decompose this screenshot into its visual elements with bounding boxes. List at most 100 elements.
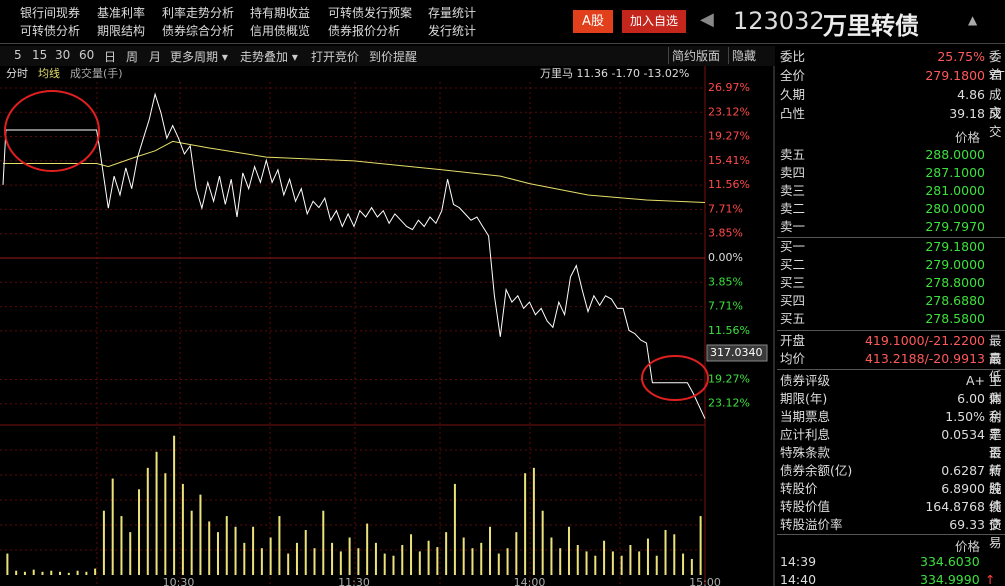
row-label: 委比 bbox=[780, 49, 806, 64]
toolbar-item[interactable]: 日 bbox=[104, 50, 117, 64]
toolbar-item[interactable]: 更多周期 ▾ bbox=[170, 50, 228, 64]
row-label: 开盘 bbox=[780, 333, 806, 348]
menu-item[interactable]: 银行间现券 bbox=[20, 6, 81, 20]
quote-row: 卖一 279.7970 bbox=[777, 218, 1005, 236]
volume-bar bbox=[269, 537, 272, 575]
row-label: 债券评级 bbox=[780, 373, 831, 388]
row-value: 25.75% bbox=[937, 49, 985, 64]
menu-item[interactable]: 可转债分析 bbox=[20, 24, 81, 38]
row-extra: 最低 bbox=[989, 351, 1002, 384]
volume-bar bbox=[234, 526, 237, 575]
y-tick-label: 3.85% bbox=[708, 275, 743, 288]
prev-arrow[interactable]: ◀ bbox=[700, 9, 714, 30]
volume-bar bbox=[120, 516, 123, 575]
volume-bar bbox=[50, 570, 53, 575]
menu-item[interactable]: 存量统计 bbox=[428, 6, 477, 20]
row-value: 6.8900 bbox=[941, 481, 985, 496]
row-value: 39.18 bbox=[949, 106, 985, 121]
row-value: 6.00 bbox=[957, 391, 985, 406]
volume-bar bbox=[287, 553, 290, 575]
x-tick-label: 14:00 bbox=[514, 576, 546, 586]
volume-bar bbox=[471, 548, 474, 575]
toolbar-item[interactable]: 15 bbox=[32, 48, 48, 62]
alert-icon[interactable]: ▲ bbox=[968, 13, 978, 27]
menu-item[interactable]: 期限结构 bbox=[97, 24, 146, 38]
volume-bar bbox=[594, 555, 597, 575]
toolbar-item[interactable]: 30 bbox=[55, 48, 71, 62]
toolbar-item[interactable]: 月 bbox=[149, 50, 162, 64]
stock-code: 123032 bbox=[733, 7, 825, 35]
y-tick-label: 7.71% bbox=[708, 202, 743, 215]
row-value: 279.0000 bbox=[925, 257, 985, 272]
menu-item[interactable]: 债券综合分析 bbox=[162, 24, 235, 38]
toolbar-item[interactable]: 走势叠加 ▾ bbox=[240, 50, 298, 64]
price-box-label: 317.0340 bbox=[710, 346, 763, 359]
volume-bar bbox=[567, 526, 570, 575]
volume-bar bbox=[620, 555, 623, 575]
volume-bar bbox=[94, 568, 97, 575]
legend-series: 均线 bbox=[38, 66, 60, 80]
y-tick-label: 19.27% bbox=[708, 130, 750, 143]
toolbar-item[interactable]: 5 bbox=[14, 48, 22, 62]
price-line bbox=[2, 92, 706, 419]
volume-bar bbox=[445, 532, 448, 575]
volume-bar bbox=[374, 542, 377, 575]
quote-row: 特殊条款 最新 bbox=[777, 444, 1005, 478]
price-box bbox=[706, 344, 768, 362]
volume-bar bbox=[682, 553, 685, 575]
x-tick-label: 10:30 bbox=[163, 576, 195, 586]
tick-time: 14:40 bbox=[780, 572, 817, 586]
row-value: 279.1800 bbox=[925, 68, 985, 83]
volume-bar bbox=[216, 532, 219, 575]
stock-name: 万里转债 bbox=[823, 12, 919, 40]
quote-row: 债券评级 A+ 主体 bbox=[777, 372, 1005, 406]
toolbar-item[interactable]: 到价提醒 bbox=[369, 50, 418, 64]
toolbar-item[interactable]: 60 bbox=[79, 48, 95, 62]
volume-bar bbox=[436, 547, 439, 575]
volume-bar bbox=[453, 483, 456, 575]
menu-item[interactable]: 持有期收益 bbox=[250, 6, 311, 20]
row-value: 288.0000 bbox=[925, 147, 985, 162]
row-label: 当期票息 bbox=[780, 409, 831, 424]
volume-bar bbox=[164, 473, 167, 575]
row-value: 281.0000 bbox=[925, 183, 985, 198]
stock-tab[interactable]: A股 bbox=[573, 10, 613, 33]
row-extra: 成交 bbox=[989, 87, 1002, 120]
quote-row: 买五 278.5800 bbox=[777, 310, 1005, 328]
volume-bar bbox=[383, 553, 386, 575]
quote-row: 买二 279.0000 bbox=[777, 256, 1005, 274]
toolbar-button[interactable]: 隐藏 bbox=[728, 47, 756, 64]
ticks-header: 价格 bbox=[955, 539, 981, 554]
legend-volume: 成交量(手) bbox=[70, 66, 123, 80]
separator bbox=[777, 237, 1005, 238]
menu-item[interactable]: 可转债发行预案 bbox=[328, 6, 413, 20]
row-extra: 成交 bbox=[989, 106, 1002, 139]
toolbar-item[interactable]: 打开竞价 bbox=[311, 50, 360, 64]
row-label: 期限(年) bbox=[780, 391, 828, 406]
annotation-circle bbox=[641, 355, 709, 401]
add-watch[interactable]: 加入自选 bbox=[622, 10, 686, 33]
volume-bar bbox=[41, 571, 44, 575]
row-label: 卖一 bbox=[780, 219, 806, 234]
menu-item[interactable]: 发行统计 bbox=[428, 24, 477, 38]
volume-bar bbox=[427, 540, 430, 575]
menu-item[interactable]: 基准利率 bbox=[97, 6, 146, 20]
tick-price: 334.9990 bbox=[920, 572, 980, 586]
menu-item[interactable]: 债券报价分析 bbox=[328, 24, 401, 38]
volume-bar bbox=[576, 545, 579, 575]
quote-row: 委比 25.75% 委差 bbox=[777, 48, 1005, 82]
chart-bg bbox=[0, 66, 775, 586]
menu-item[interactable]: 利率走势分析 bbox=[162, 6, 235, 20]
volume-bar bbox=[173, 435, 176, 575]
quote-row: 转股价 6.8900 纯债 bbox=[777, 480, 1005, 514]
volume-bar bbox=[331, 542, 334, 575]
volume-bar bbox=[278, 516, 281, 575]
menu-item[interactable]: 信用债概览 bbox=[250, 24, 311, 38]
toolbar-item[interactable]: 周 bbox=[126, 50, 139, 64]
toolbar-button[interactable]: 简约版面 bbox=[668, 47, 720, 64]
volume-bar bbox=[401, 545, 404, 575]
row-value: 1.50% bbox=[945, 409, 985, 424]
volume-bar bbox=[418, 551, 421, 575]
chart: 分时 均线 成交量(手) 万里马 11.36 -1.70 -13.02% 26.… bbox=[0, 66, 775, 586]
row-value: 287.1000 bbox=[925, 165, 985, 180]
